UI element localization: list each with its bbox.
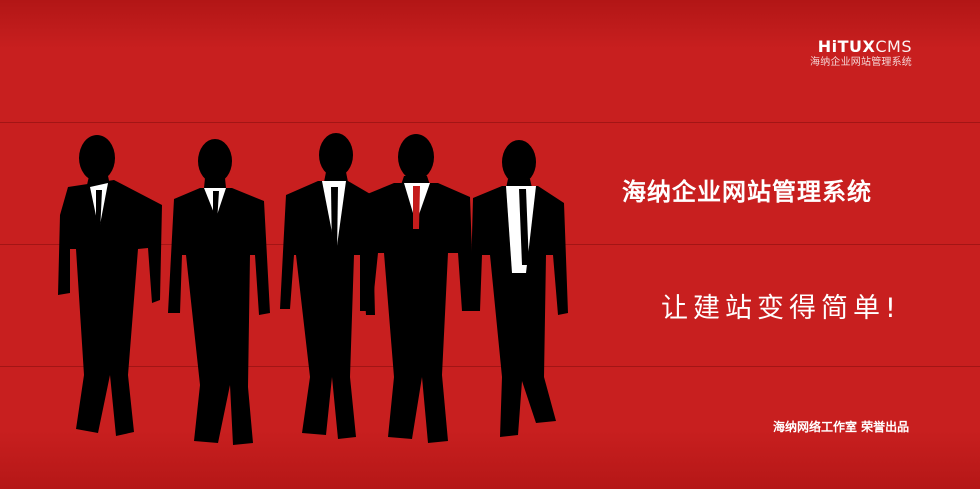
banner-credit: 海纳网络工作室 荣誉出品: [773, 420, 910, 434]
brand-logo-bold: HiTUX: [817, 37, 876, 56]
banner-slogan: 让建站变得简单!: [661, 293, 901, 324]
businessman-silhouette: [168, 139, 270, 445]
businessman-silhouette: [360, 134, 474, 443]
brand-block: HiTUXCMS 海纳企业网站管理系统: [797, 38, 912, 70]
brand-logo-light: CMS: [875, 37, 912, 56]
businessman-silhouette: [58, 135, 162, 436]
silhouette-group: [58, 133, 568, 445]
banner-title: 海纳企业网站管理系统: [622, 178, 872, 206]
businessman-silhouette: [280, 133, 375, 439]
businessmen-silhouettes: [50, 125, 590, 455]
brand-subtitle: 海纳企业网站管理系统: [810, 57, 912, 68]
brand-logo: HiTUXCMS: [797, 38, 912, 56]
background-line: [0, 122, 980, 123]
background-line: [0, 366, 980, 367]
businessman-silhouette: [470, 140, 568, 437]
